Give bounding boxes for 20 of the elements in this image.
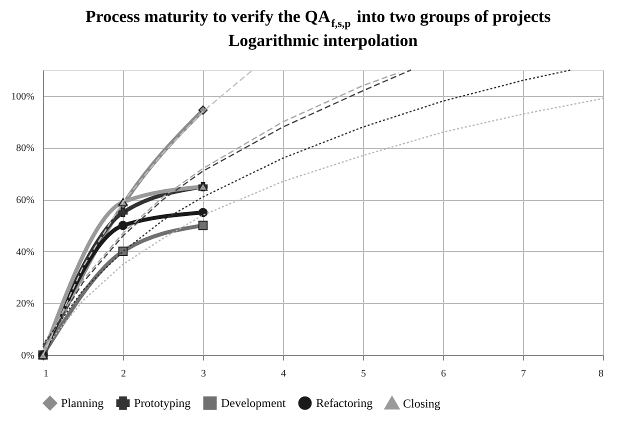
chart-subtitle: Logarithmic interpolation (228, 31, 418, 50)
y-tick-label: 0% (21, 350, 34, 362)
y-tick-label: 60% (16, 195, 34, 206)
legend-label: Refactoring (316, 396, 373, 410)
x-tick-label: 7 (521, 368, 526, 380)
legend-label: Closing (403, 396, 440, 410)
y-tick-label: 40% (16, 246, 34, 258)
legend-label: Development (221, 396, 286, 410)
x-tick-label: 6 (441, 368, 446, 380)
y-tick-label: 80% (16, 143, 34, 154)
x-tick-label: 8 (598, 368, 604, 380)
x-tick-label: 1 (44, 368, 48, 380)
legend-label: Prototyping (134, 396, 191, 410)
legend-label: Planning (61, 396, 104, 410)
y-tick-label: 20% (16, 298, 34, 310)
x-tick-label: 2 (121, 368, 126, 380)
x-tick-label: 4 (281, 368, 286, 380)
x-tick-label: 3 (201, 368, 206, 380)
x-tick-label: 5 (361, 368, 366, 380)
y-tick-label: 100% (11, 91, 34, 102)
